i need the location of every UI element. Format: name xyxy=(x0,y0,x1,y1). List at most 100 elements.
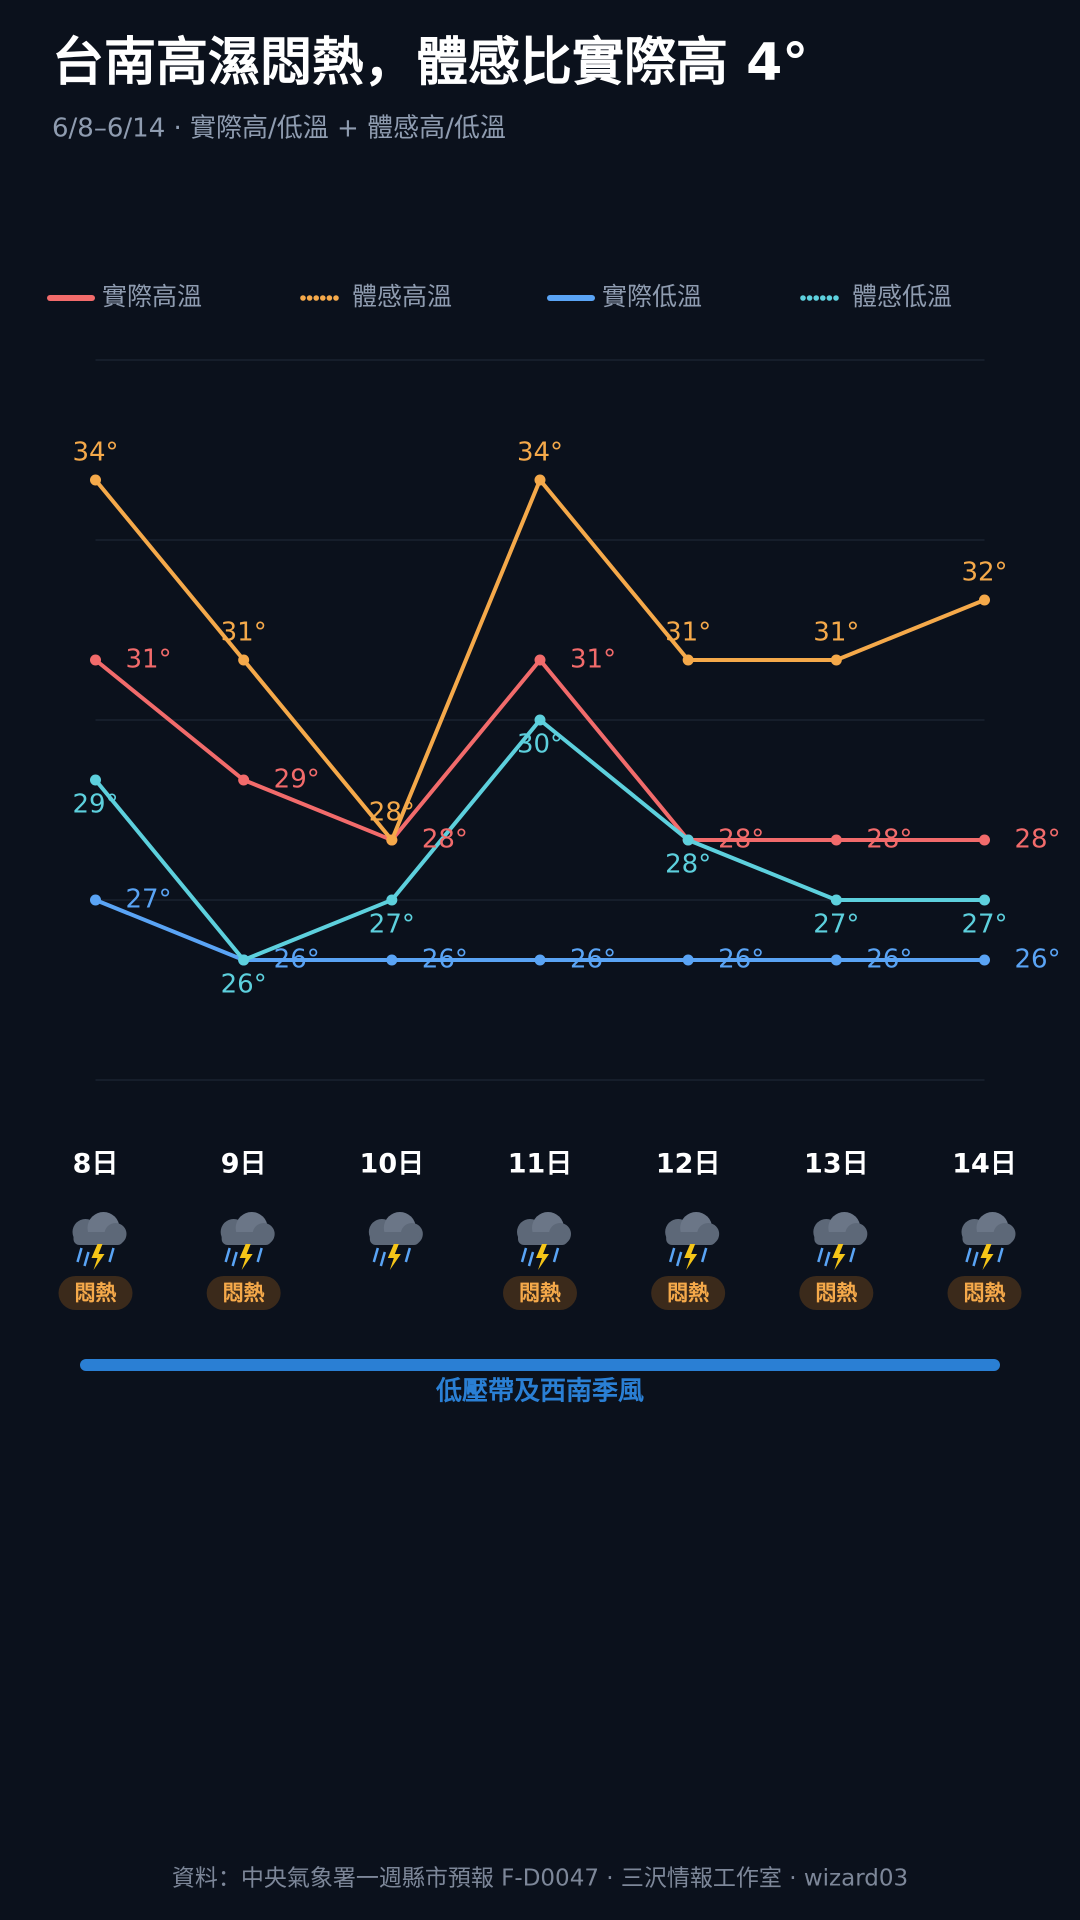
rain xyxy=(76,1247,83,1263)
data-point xyxy=(979,954,990,966)
weather-band-label: 低壓帶及西南季風 xyxy=(435,1377,644,1407)
rain xyxy=(817,1247,824,1263)
weather-icon xyxy=(665,1212,720,1270)
data-point xyxy=(90,894,101,906)
data-label: 31° xyxy=(570,645,616,675)
data-point xyxy=(238,954,250,966)
legend-label: 體感高溫 xyxy=(352,282,452,311)
cloud-part xyxy=(518,1232,568,1245)
condition-badge xyxy=(799,1276,874,1310)
x-tick-label: 9日 xyxy=(221,1149,267,1180)
condition-badge xyxy=(206,1276,281,1310)
data-label: 28° xyxy=(1015,825,1061,855)
data-point xyxy=(534,654,546,666)
weather-icon xyxy=(517,1212,571,1270)
data-label: 31° xyxy=(665,618,711,648)
data-point xyxy=(534,714,546,726)
weather-icon xyxy=(72,1212,127,1270)
condition-label: 悶熱 xyxy=(667,1281,709,1305)
x-tick-label: 14日 xyxy=(952,1149,1017,1180)
data-label: 34° xyxy=(517,438,563,468)
weather-icon xyxy=(813,1212,868,1270)
cloud-part xyxy=(369,1232,420,1245)
x-tick-label: 13日 xyxy=(804,1149,869,1180)
lightning xyxy=(239,1244,253,1270)
data-point xyxy=(830,894,842,906)
data-point xyxy=(682,654,694,666)
legend-marker xyxy=(826,295,833,301)
rain xyxy=(379,1251,387,1267)
rain xyxy=(256,1247,263,1263)
lightning xyxy=(980,1244,994,1270)
data-point xyxy=(386,894,398,906)
legend-marker xyxy=(820,295,826,301)
condition-badge xyxy=(947,1276,1022,1310)
lightning xyxy=(684,1244,698,1270)
legend-marker xyxy=(833,295,839,301)
data-label: 26° xyxy=(422,945,468,975)
data-point xyxy=(830,654,842,666)
condition-label: 悶熱 xyxy=(75,1281,117,1305)
legend-marker xyxy=(333,295,339,301)
condition-badge xyxy=(503,1276,577,1310)
lightning xyxy=(832,1244,846,1270)
condition-badge xyxy=(58,1276,133,1310)
x-tick-label: 12日 xyxy=(656,1149,721,1180)
data-label: 28° xyxy=(422,825,468,855)
data-label: 28° xyxy=(718,825,764,855)
rain xyxy=(108,1247,115,1263)
data-point xyxy=(534,474,546,486)
rain xyxy=(849,1247,856,1263)
rain xyxy=(552,1247,560,1263)
weather-band-bar xyxy=(80,1359,1000,1371)
rain xyxy=(668,1247,676,1263)
data-label: 27° xyxy=(126,885,172,915)
chart-title: 台南高濕悶熱，體感比實際高 4° xyxy=(52,33,808,93)
weather-icon xyxy=(220,1212,275,1270)
legend-marker xyxy=(806,295,813,301)
data-point xyxy=(830,834,842,846)
legend-marker xyxy=(300,295,306,301)
lightning xyxy=(387,1244,401,1270)
data-label: 31° xyxy=(126,645,172,675)
data-point xyxy=(979,594,990,606)
data-point xyxy=(90,774,101,786)
weather-icon xyxy=(368,1212,423,1270)
data-label: 29° xyxy=(274,765,320,795)
source-note: 資料：中央氣象署一週縣市預報 F-D0047 · 三沢情報工作室 · wizar… xyxy=(172,1866,908,1892)
data-label: 26° xyxy=(866,945,912,975)
rain xyxy=(372,1247,380,1263)
legend-marker xyxy=(313,295,320,301)
data-label: 28° xyxy=(665,850,711,880)
cloud-part xyxy=(73,1232,124,1245)
data-label: 26° xyxy=(221,970,267,1000)
legend-label: 實際高溫 xyxy=(102,282,202,311)
x-tick-label: 8日 xyxy=(73,1149,119,1180)
cloud-part xyxy=(962,1232,1013,1245)
legend-marker xyxy=(326,295,333,301)
data-point xyxy=(979,834,990,846)
condition-badge xyxy=(651,1276,726,1310)
data-label: 26° xyxy=(718,945,764,975)
rain xyxy=(700,1247,708,1263)
legend-marker xyxy=(320,295,326,301)
legend-marker xyxy=(306,295,313,301)
rain xyxy=(972,1251,979,1267)
data-label: 32° xyxy=(961,558,1007,588)
data-label: 31° xyxy=(221,618,267,648)
rain xyxy=(231,1251,238,1267)
rain xyxy=(520,1247,528,1263)
cloud-part xyxy=(814,1232,865,1245)
data-label: 26° xyxy=(274,945,320,975)
condition-label: 悶熱 xyxy=(964,1281,1006,1305)
lightning xyxy=(536,1244,549,1270)
rain xyxy=(527,1251,535,1267)
rain xyxy=(675,1251,683,1267)
lightning xyxy=(91,1244,105,1270)
data-point xyxy=(979,894,990,906)
data-label: 26° xyxy=(1015,945,1061,975)
data-label: 28° xyxy=(866,825,912,855)
rain xyxy=(224,1247,231,1263)
rain xyxy=(824,1251,831,1267)
